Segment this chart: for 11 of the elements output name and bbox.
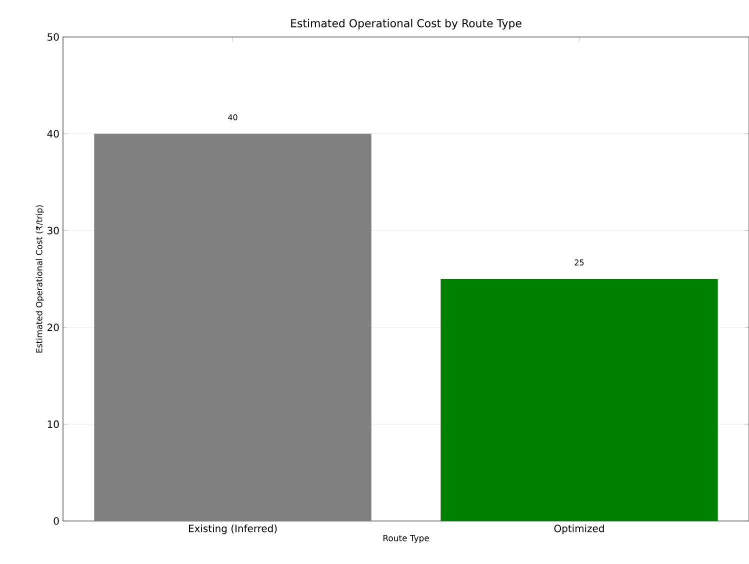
x-tick-label: Existing (Inferred) bbox=[188, 524, 277, 534]
chart-title: Estimated Operational Cost by Route Type bbox=[291, 18, 522, 30]
y-tick-label: 0 bbox=[54, 517, 59, 525]
y-tick-label: 10 bbox=[48, 420, 59, 428]
y-tick-label: 30 bbox=[48, 226, 59, 234]
y-tick-label: 20 bbox=[48, 324, 59, 332]
y-axis-title: Estimated Operational Cost (₹/trip) bbox=[36, 205, 44, 353]
y-tick-label: 50 bbox=[48, 33, 59, 41]
x-tick-label: Optimized bbox=[554, 524, 604, 534]
y-tick-label: 40 bbox=[47, 130, 59, 138]
x-axis-title: Route Type bbox=[383, 534, 429, 543]
